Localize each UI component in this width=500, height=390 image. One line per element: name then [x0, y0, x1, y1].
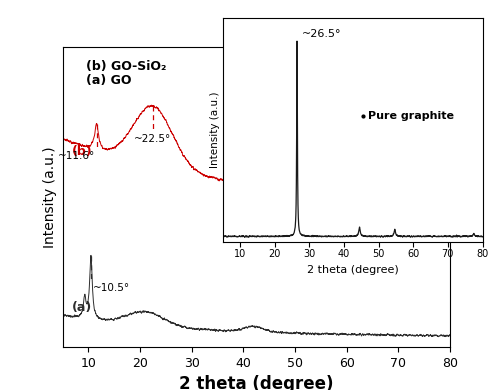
Text: (b): (b) [72, 145, 92, 158]
Text: ~10.5°: ~10.5° [92, 283, 130, 292]
Y-axis label: Intensity (a.u.): Intensity (a.u.) [210, 91, 220, 168]
Y-axis label: Intensity (a.u.): Intensity (a.u.) [43, 146, 57, 248]
Text: ~11.6°: ~11.6° [58, 151, 95, 161]
Text: ~22.5°: ~22.5° [134, 134, 172, 144]
X-axis label: 2 theta (degree): 2 theta (degree) [179, 376, 334, 390]
Text: (b) GO-SiO₂: (b) GO-SiO₂ [86, 60, 166, 73]
Text: ~26.5°: ~26.5° [302, 29, 342, 39]
Text: (a): (a) [72, 301, 92, 314]
Text: (a) GO: (a) GO [86, 74, 131, 87]
Text: Pure graphite: Pure graphite [368, 111, 454, 121]
X-axis label: 2 theta (degree): 2 theta (degree) [306, 265, 398, 275]
